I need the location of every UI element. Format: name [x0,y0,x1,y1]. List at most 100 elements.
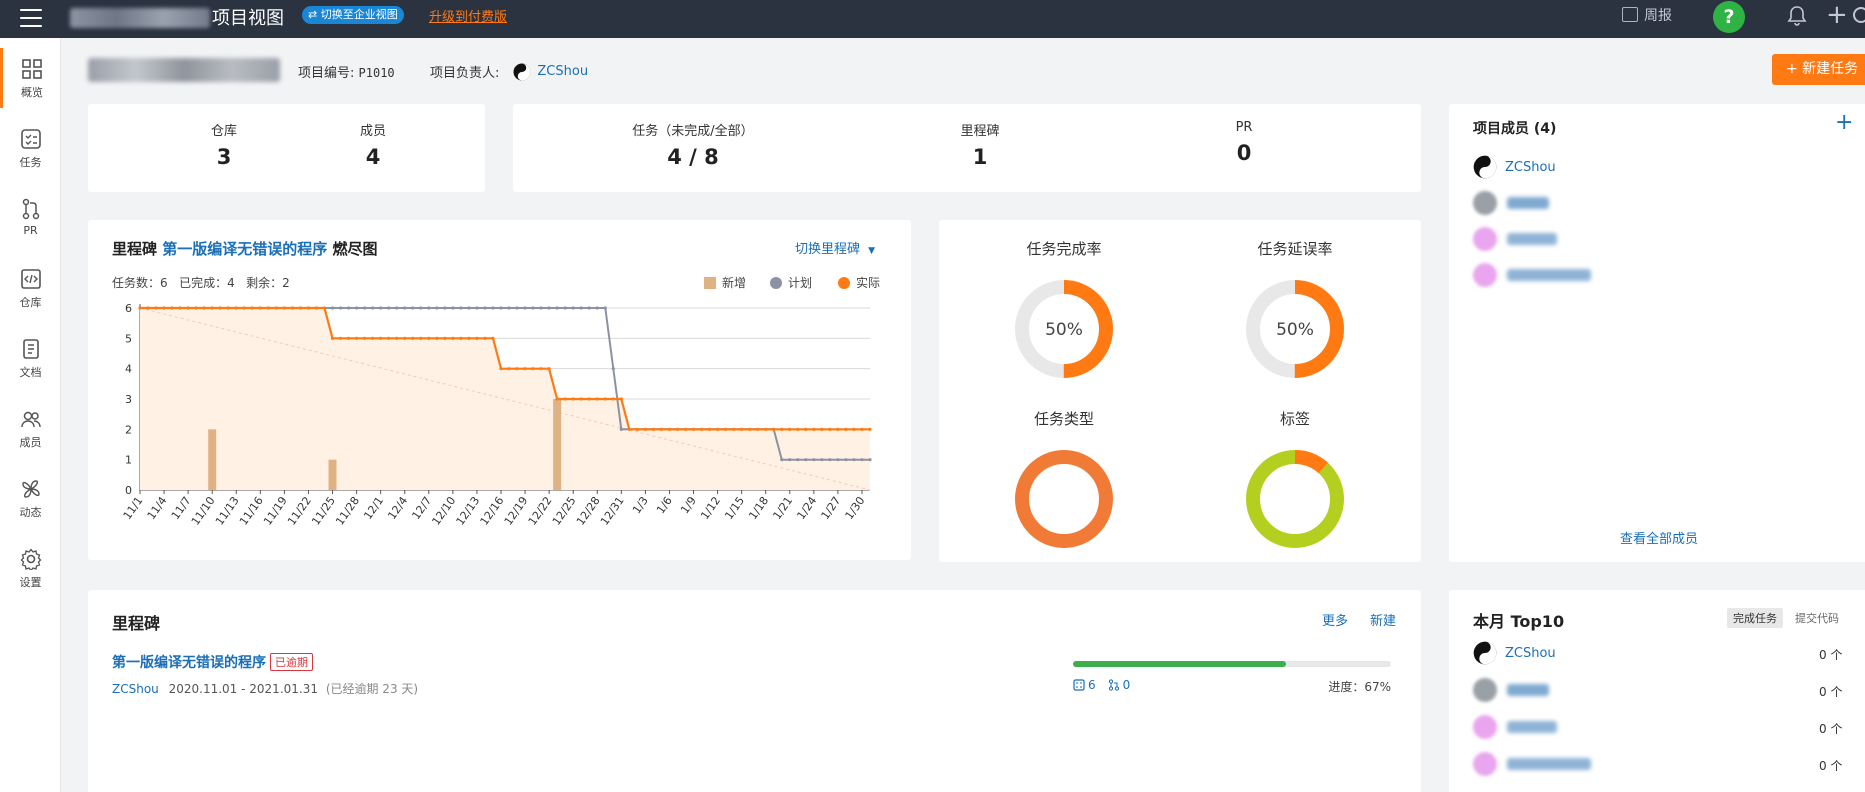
new-task-button[interactable]: + 新建任务 [1772,54,1865,85]
milestone-stat[interactable]: 里程碑 1 [920,120,1040,169]
top10-row[interactable] [1473,751,1591,777]
switch-enterprise-button[interactable]: ⇄ 切换至企业视图 [302,6,404,24]
gear-icon [20,548,41,570]
x-tick-label: 1/27 [819,494,844,522]
upgrade-link[interactable]: 升级到付费版 [429,10,508,25]
sidebar-item-overview[interactable]: 概览 [0,48,61,108]
x-tick-label: 11/4 [145,494,170,522]
actual-point [354,336,359,340]
member-row[interactable] [1473,226,1557,252]
milestone-item-meta: ZCShou 2020.11.01 - 2021.01.31 (已经逾期 23 … [112,680,418,697]
member-name-redacted [1507,197,1549,209]
menu-icon[interactable] [20,9,42,29]
code-icon [20,269,41,289]
actual-point [202,306,206,310]
owner-avatar[interactable] [513,63,531,81]
sidebar-item-tasks[interactable]: 任务 [0,118,61,178]
actual-point [772,427,776,431]
add-icon[interactable]: + [1826,0,1848,30]
member-row[interactable] [1473,262,1591,288]
project-members-panel: 项目成员 (4) + ZCShou 查看全部成员 [1449,104,1865,562]
legend-label: 计划 [788,276,813,290]
switch-milestone-label: 切换里程碑 [795,242,861,257]
users-icon [20,411,41,428]
milestone-name-link[interactable]: 第一版编译无错误的程序 [112,655,266,671]
top10-count: 0 个 [1819,722,1843,736]
task-count[interactable]: 6 [1088,678,1096,692]
x-tick-label: 1/15 [722,494,747,522]
tab-completed-tasks[interactable]: 完成任务 [1727,608,1783,628]
repo-stat[interactable]: 仓库 3 [184,120,264,169]
tab-commit-code[interactable]: 提交代码 [1795,612,1839,625]
actual-point [828,427,832,431]
completion-rate-donut[interactable]: 50% [1013,278,1115,380]
project-number-label: 项目编号: [298,66,355,81]
sidebar-item-label: 设置 [19,576,42,589]
project-name-redacted [88,58,280,82]
plan-point [595,306,599,310]
actual-point [836,427,840,431]
sidebar-item-label: PR [23,224,38,237]
donut-arc [1015,450,1113,548]
actual-point [443,336,447,340]
actual-point [266,306,270,310]
add-member-icon[interactable]: + [1835,110,1854,135]
burndown-milestone-link[interactable]: 第一版编译无错误的程序 [162,240,328,258]
member-row[interactable]: ZCShou [1473,154,1556,180]
top10-row[interactable]: ZCShou [1473,640,1556,666]
sidebar-item-activity[interactable]: 动态 [0,468,61,528]
view-all-members-link[interactable]: 查看全部成员 [1619,532,1698,547]
pr-count[interactable]: 0 [1122,678,1131,692]
actual-point [715,427,720,431]
actual-point [338,336,343,340]
pr-stat[interactable]: PR 0 [1204,120,1284,165]
switch-milestone-dropdown[interactable]: 切换里程碑 ▼ [795,238,875,257]
sidebar-item-repo[interactable]: 仓库 [0,258,61,318]
x-tick-label: 1/9 [678,494,699,516]
member-name[interactable]: ZCShou [1505,645,1556,661]
pr-stat-value: 0 [1236,141,1252,165]
view-title: 项目视图 [212,8,284,29]
plan-point [587,306,591,310]
tag-donut[interactable] [1244,448,1346,550]
plan-point [411,306,415,310]
top10-row[interactable] [1473,677,1549,703]
milestone-stat-value: 1 [972,145,988,169]
bell-icon[interactable] [1786,4,1808,28]
actual-point [314,306,319,310]
sidebar-item-pr[interactable]: PR [0,188,61,248]
milestones-new-link[interactable]: 新建 [1370,614,1397,629]
milestone-owner-link[interactable]: ZCShou [112,682,159,696]
actual-point [587,397,591,401]
milestones-more-link[interactable]: 更多 [1322,614,1349,629]
owner-link[interactable]: ZCShou [537,64,589,79]
burndown-title-suffix: 燃尽图 [332,240,378,258]
actual-point [499,367,503,371]
member-avatar [1473,678,1497,702]
y-tick-label: 3 [125,393,132,406]
sidebar-item-members[interactable]: 成员 [0,398,61,458]
milestone-item-title: 第一版编译无错误的程序 已逾期 [112,652,313,672]
plan-point [403,306,407,310]
donut-arc [1246,280,1344,378]
document-icon [22,339,39,359]
help-button[interactable]: ? [1713,1,1745,33]
x-tick-label: 12/31 [598,494,627,527]
task-stat-label: 任务（未完成/全部） [632,124,754,139]
weekly-report-link[interactable]: 周报 [1644,8,1672,24]
delay-rate-donut[interactable]: 50% [1244,278,1346,380]
x-tick-label: 12/19 [502,494,531,527]
completion-rate-value: 50% [1045,320,1083,340]
member-name[interactable]: ZCShou [1505,159,1556,175]
plan-point [346,306,351,310]
member-row[interactable] [1473,190,1549,216]
member-stat[interactable]: 成员 4 [333,120,413,169]
calendar-icon[interactable] [1622,7,1638,22]
actual-point [683,427,688,431]
sidebar-item-settings[interactable]: 设置 [0,538,61,598]
task-type-donut[interactable] [1013,448,1115,550]
sidebar-item-docs[interactable]: 文档 [0,328,61,388]
top10-row[interactable] [1473,714,1557,740]
user-avatar-icon[interactable] [1853,7,1865,23]
task-stat[interactable]: 任务（未完成/全部） 4 / 8 [593,120,793,169]
